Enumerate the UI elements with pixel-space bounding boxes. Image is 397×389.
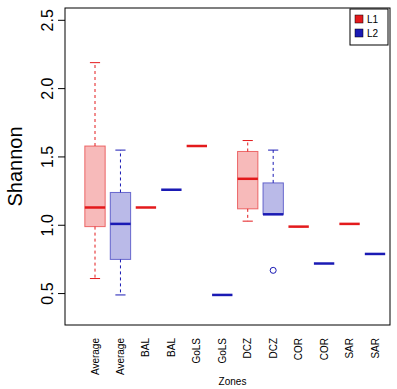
x-tick-label: GoLS bbox=[191, 338, 202, 364]
upper-whisker bbox=[247, 141, 248, 152]
box bbox=[365, 253, 385, 254]
x-tick-label: BAL bbox=[140, 338, 151, 357]
median bbox=[187, 145, 207, 148]
y-tick-label: 1.0 bbox=[39, 214, 56, 236]
x-axis-label: Zones bbox=[219, 376, 247, 387]
chart: 0.5 1.0 1.5 2.0 2.5 Shannon Average Average BAL B… bbox=[0, 0, 397, 389]
legend-swatch bbox=[355, 15, 363, 23]
legend-swatch bbox=[355, 29, 363, 37]
x-tick-label: DCZ bbox=[268, 338, 279, 359]
upper-whisker bbox=[120, 150, 121, 192]
y-tick bbox=[58, 88, 65, 89]
x-tick-label: Average bbox=[115, 338, 126, 376]
box bbox=[161, 189, 181, 190]
upper-staple bbox=[90, 62, 100, 63]
median bbox=[263, 213, 283, 216]
lower-whisker bbox=[120, 259, 121, 295]
box bbox=[263, 183, 283, 214]
legend: L1L2 bbox=[350, 9, 388, 45]
upper-staple bbox=[268, 150, 278, 151]
lower-staple bbox=[243, 221, 253, 222]
marks bbox=[85, 63, 385, 295]
x-tick-label: COR bbox=[319, 338, 330, 360]
plot-frame bbox=[65, 8, 390, 325]
lower-staple bbox=[90, 278, 100, 279]
box bbox=[212, 294, 232, 295]
chart-container: 0.5 1.0 1.5 2.0 2.5 Shannon Average Average BAL B… bbox=[0, 0, 397, 389]
legend-label: L1 bbox=[367, 14, 379, 25]
median bbox=[365, 253, 385, 256]
legend-box bbox=[350, 9, 388, 45]
y-tick-label: 1.5 bbox=[39, 146, 56, 168]
lower-whisker bbox=[247, 209, 248, 221]
box bbox=[187, 146, 207, 147]
box bbox=[314, 263, 334, 264]
x-tick-label: SAR bbox=[370, 338, 381, 359]
y-tick-label: 2.5 bbox=[39, 9, 56, 31]
x-tick-label: Average bbox=[90, 338, 101, 376]
y-tick bbox=[58, 156, 65, 157]
upper-staple bbox=[243, 140, 253, 141]
upper-staple bbox=[115, 150, 125, 151]
box bbox=[238, 151, 258, 208]
legend-label: L2 bbox=[367, 28, 379, 39]
x-tick-label: SAR bbox=[344, 338, 355, 359]
x-tick-label: DCZ bbox=[242, 338, 253, 359]
x-tick-label: BAL bbox=[166, 338, 177, 357]
outlier bbox=[270, 267, 276, 273]
y-tick bbox=[58, 20, 65, 21]
x-tick-label: GoLS bbox=[217, 338, 228, 364]
box bbox=[85, 146, 105, 227]
box bbox=[136, 207, 156, 208]
median bbox=[212, 294, 232, 297]
y-axis-label: Shannon bbox=[4, 126, 26, 206]
median bbox=[288, 225, 308, 228]
y-tick-label: 2.0 bbox=[39, 77, 56, 99]
y-tick bbox=[58, 225, 65, 226]
median bbox=[161, 188, 181, 191]
lower-whisker bbox=[95, 227, 96, 279]
median bbox=[85, 206, 105, 209]
box bbox=[339, 223, 359, 224]
y-tick bbox=[58, 293, 65, 294]
x-tick-label: COR bbox=[293, 338, 304, 360]
lower-staple bbox=[115, 294, 125, 295]
y-tick-label: 0.5 bbox=[39, 282, 56, 304]
median bbox=[110, 223, 130, 226]
median bbox=[136, 206, 156, 209]
median bbox=[238, 178, 258, 181]
box bbox=[288, 226, 308, 227]
box bbox=[110, 192, 130, 259]
median bbox=[314, 262, 334, 265]
upper-whisker bbox=[95, 63, 96, 146]
upper-whisker bbox=[273, 150, 274, 183]
median bbox=[339, 223, 359, 226]
